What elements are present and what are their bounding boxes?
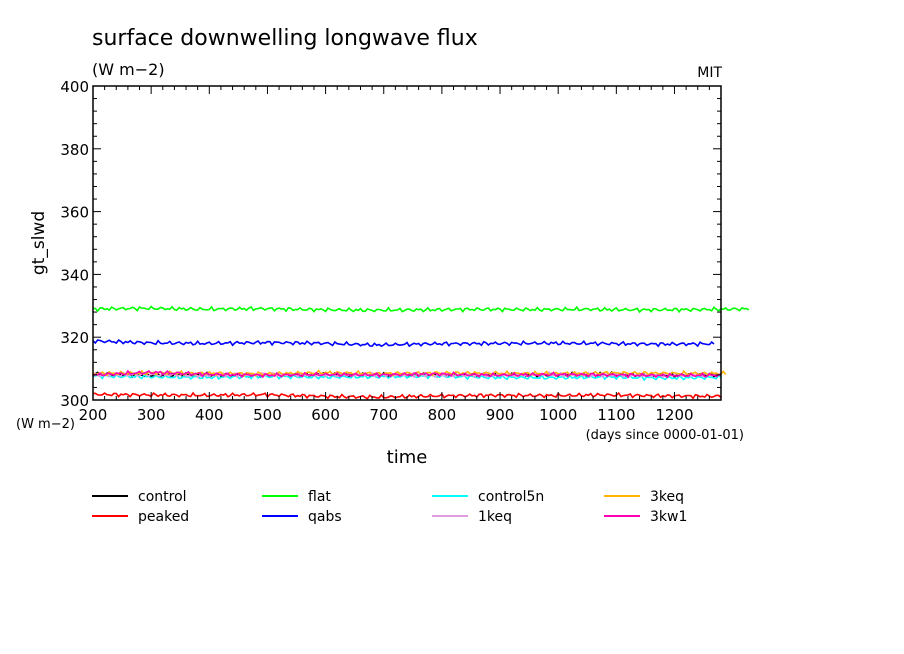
x-tick-label: 300: [137, 406, 166, 424]
legend-label-3keq: 3keq: [650, 489, 684, 505]
series-layer: [92, 305, 750, 400]
plot-frame: [92, 85, 722, 401]
x-tick-label: 500: [253, 406, 282, 424]
source-label: MIT: [697, 65, 722, 81]
legend-label-control: control: [138, 489, 187, 505]
x-tick-label: 900: [486, 406, 515, 424]
legend-label-3kw1: 3kw1: [650, 509, 687, 525]
y-axis-label: gt_slwd: [29, 211, 49, 275]
x-tick-label: 700: [369, 406, 398, 424]
y-tick-label: 320: [60, 329, 89, 347]
y-tick-label: 360: [60, 204, 89, 222]
legend-label-qabs: qabs: [308, 509, 342, 525]
x-tick-label: 600: [311, 406, 340, 424]
x-tick-label: 800: [428, 406, 457, 424]
y-tick-label: 400: [60, 78, 89, 96]
series-line-flat: [93, 305, 750, 314]
x-tick-label: 1200: [655, 406, 693, 424]
y-tick-label: 300: [60, 392, 89, 410]
series-line-qabs: [92, 339, 715, 348]
y-tick-label: 380: [60, 141, 89, 159]
legend-label-flat: flat: [308, 489, 331, 505]
x-tick-label: 200: [79, 406, 108, 424]
series-line-3kw1: [92, 369, 722, 379]
x-tick-label: 1000: [539, 406, 577, 424]
chart-title: surface downwelling longwave flux: [92, 26, 478, 51]
y-tick-label: 340: [60, 266, 89, 284]
x-tick-label: 400: [195, 406, 224, 424]
legend: control peaked flat qabs control5n 1keq 3keq 3k…: [92, 489, 687, 525]
legend-label-1keq: 1keq: [478, 509, 512, 525]
x-axis-label: time: [387, 447, 428, 468]
chart-units: (W m−2): [92, 60, 165, 79]
x-tick-label: 1100: [597, 406, 635, 424]
legend-label-control5n: control5n: [478, 489, 544, 505]
x-axis-units: (days since 0000-01-01): [586, 428, 744, 443]
y-axis-units: (W m−2): [16, 417, 75, 432]
legend-label-peaked: peaked: [138, 509, 189, 525]
